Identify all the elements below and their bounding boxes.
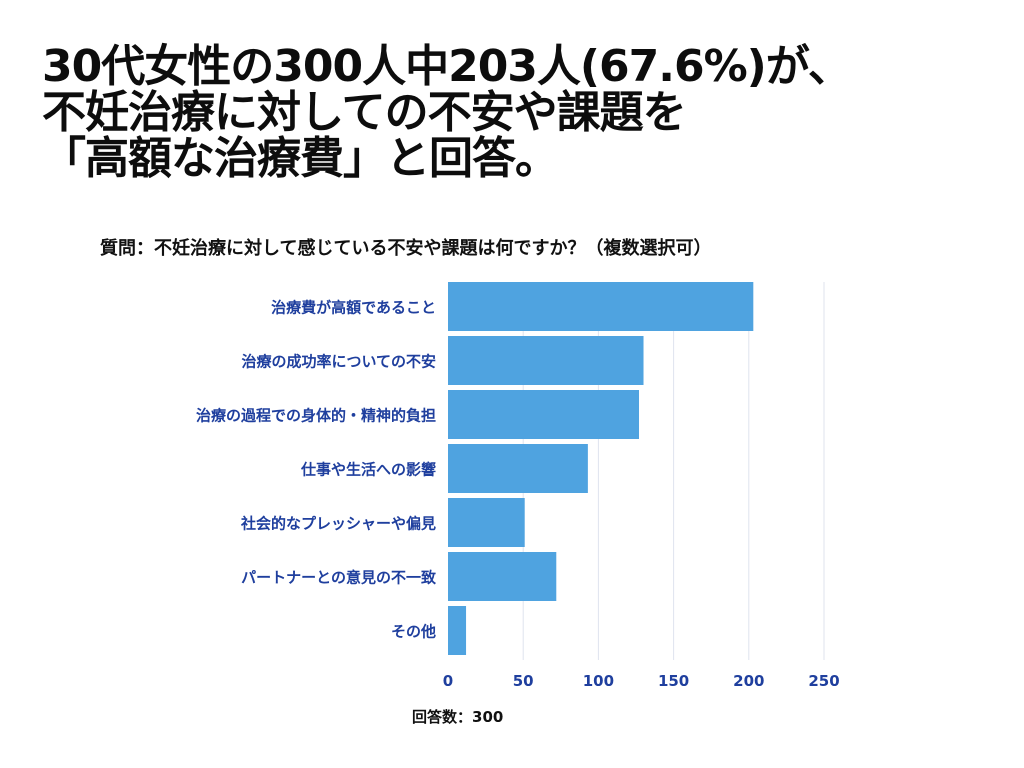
category-label: 治療費が高額であること bbox=[271, 299, 436, 317]
response-count-label: 回答数： bbox=[412, 708, 473, 726]
x-tick-label: 100 bbox=[583, 672, 614, 690]
x-tick-label: 0 bbox=[443, 672, 453, 690]
bar bbox=[448, 552, 557, 601]
category-label: 治療の過程での身体的・精神的負担 bbox=[196, 407, 436, 425]
bar bbox=[448, 444, 588, 493]
headline: 30代女性の300人中203人(67.6%)が、 不妊治療に対しての不安や課題を… bbox=[42, 44, 1002, 182]
category-label: 仕事や生活への影響 bbox=[300, 461, 436, 479]
x-tick-label: 150 bbox=[658, 672, 689, 690]
headline-line-1: 30代女性の300人中203人(67.6%)が、 bbox=[42, 41, 852, 92]
bar bbox=[448, 498, 525, 547]
bar bbox=[448, 390, 640, 439]
bar bbox=[448, 336, 644, 385]
category-label: 社会的なプレッシャーや偏見 bbox=[240, 515, 436, 533]
x-tick-label: 50 bbox=[513, 672, 534, 690]
category-label: その他 bbox=[391, 623, 436, 641]
category-label: パートナーとの意見の不一致 bbox=[241, 569, 437, 587]
x-tick-label: 200 bbox=[733, 672, 764, 690]
headline-line-3: 「高額な治療費」と回答。 bbox=[42, 133, 559, 184]
headline-line-2: 不妊治療に対しての不安や課題を bbox=[42, 87, 687, 138]
bar bbox=[448, 606, 467, 655]
bar bbox=[448, 282, 754, 331]
question-text: 質問：不妊治療に対して感じている不安や課題は何ですか？（複数選択可） bbox=[100, 238, 712, 259]
response-count: 回答数：300 bbox=[412, 706, 503, 727]
category-label: 治療の成功率についての不安 bbox=[241, 353, 436, 371]
x-tick-label: 250 bbox=[808, 672, 839, 690]
response-count-value: 300 bbox=[472, 708, 504, 726]
